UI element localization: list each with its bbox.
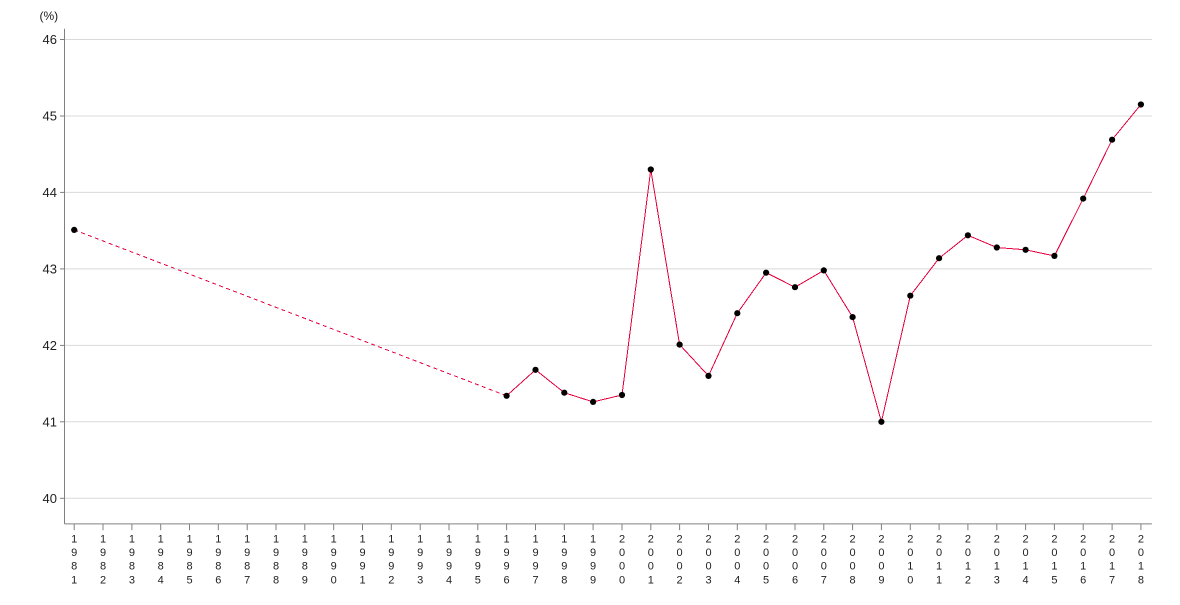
svg-text:46: 46 <box>43 32 57 47</box>
svg-text:(%): (%) <box>40 9 59 23</box>
svg-text:42: 42 <box>43 338 57 353</box>
svg-text:40: 40 <box>43 491 57 506</box>
svg-text:45: 45 <box>43 109 57 124</box>
svg-text:44: 44 <box>43 185 57 200</box>
svg-text:41: 41 <box>43 414 57 429</box>
svg-text:43: 43 <box>43 262 57 277</box>
